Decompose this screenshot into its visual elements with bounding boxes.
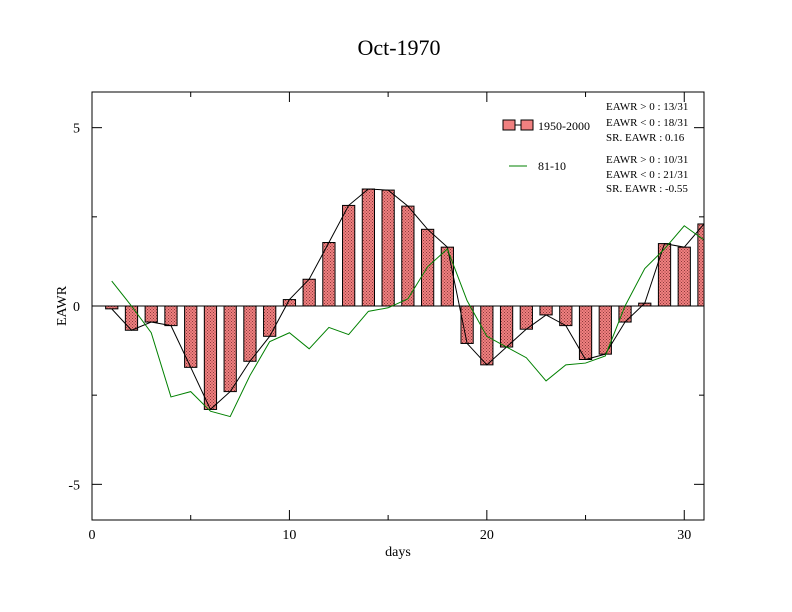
bar-day-23 (539, 305, 553, 316)
bar-day-31 (697, 223, 704, 307)
bar-day-14 (361, 188, 376, 307)
plot-clipped-group (92, 188, 704, 418)
bar-day-27 (618, 305, 632, 323)
bar-day-24 (559, 305, 573, 327)
bar-day-30 (677, 246, 691, 307)
series-1950-2000-line (111, 188, 704, 411)
series-81-10-line (111, 225, 704, 418)
x-axis-label: days (385, 545, 411, 560)
stat-1950-neg: EAWR < 0 : 18/31 (606, 117, 688, 129)
bar-day-7 (223, 305, 237, 393)
legend-label-1950-2000: 1950-2000 (538, 119, 590, 133)
bar-day-18 (440, 246, 454, 307)
axes: 0 10 20 30 -5 0 5 (68, 91, 705, 543)
legend-swatch-1950-2000-right (520, 119, 534, 131)
stat-8110-neg: EAWR < 0 : 21/31 (606, 169, 688, 181)
bar-day-13 (342, 204, 356, 307)
legend-swatch-1950-2000 (502, 119, 516, 131)
legend: 1950-2000 81-10 EAWR > 0 : 13/31 EAWR < … (502, 101, 688, 195)
y-tick-label: 0 (73, 300, 80, 315)
bar-day-12 (322, 242, 336, 307)
x-tick-label: 20 (480, 528, 494, 543)
bar-day-4 (164, 305, 178, 327)
stat-8110-pos: EAWR > 0 : 10/31 (606, 154, 688, 166)
y-axis-label: EAWR (55, 285, 70, 326)
x-tick-label: 10 (282, 528, 296, 543)
stat-8110-sr: SR. EAWR : -0.55 (606, 183, 688, 195)
chart-title: Oct-1970 (357, 35, 440, 60)
bar-day-15 (381, 189, 395, 307)
bar-day-6 (203, 305, 218, 410)
y-tick-label: -5 (68, 478, 80, 493)
bar-day-21 (499, 305, 514, 348)
bar-day-8 (243, 305, 257, 362)
y-tick-label: 5 (73, 122, 80, 137)
stat-1950-sr: SR. EAWR : 0.16 (606, 132, 685, 144)
bar-day-2 (124, 305, 139, 331)
legend-label-81-10: 81-10 (538, 159, 566, 173)
stat-1950-pos: EAWR > 0 : 13/31 (606, 101, 688, 113)
x-tick-label: 30 (677, 528, 691, 543)
bar-day-9 (263, 305, 277, 337)
x-tick-label: 0 (89, 528, 96, 543)
bar-day-3 (144, 305, 158, 323)
bar-day-1 (105, 305, 119, 310)
plot-area (92, 188, 704, 418)
